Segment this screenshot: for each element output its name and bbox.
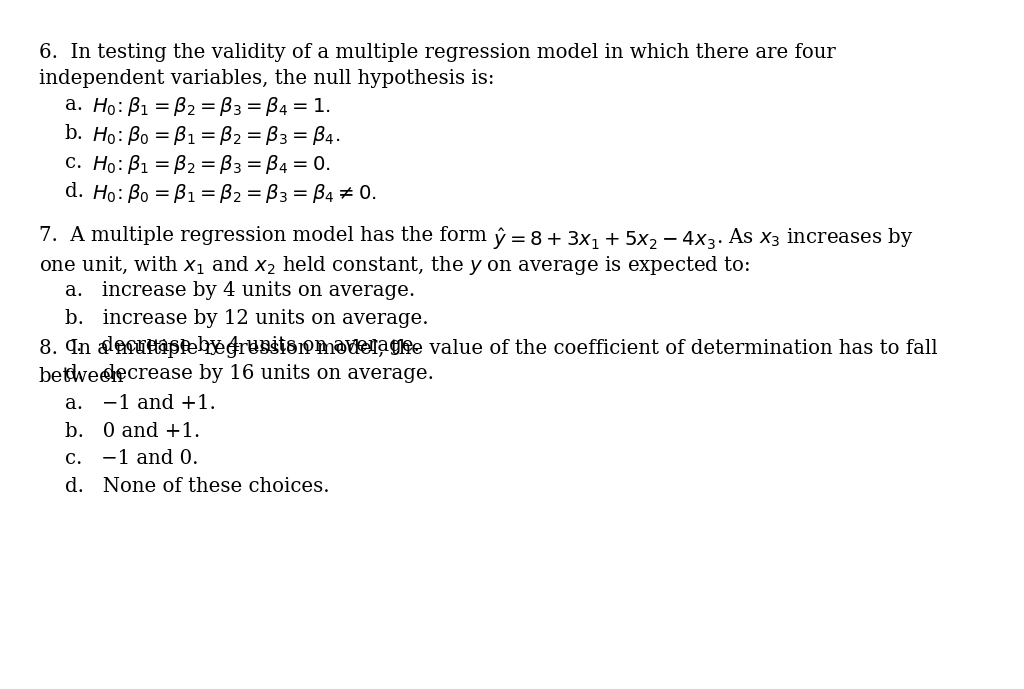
Text: 6.  In testing the validity of a multiple regression model in which there are fo: 6. In testing the validity of a multiple… [39,43,836,62]
Text: d.   decrease by 16 units on average.: d. decrease by 16 units on average. [65,364,433,383]
Text: d.: d. [65,182,84,201]
Text: c.: c. [65,153,82,172]
Text: b.: b. [65,124,84,143]
Text: between: between [39,367,124,386]
Text: b.   0 and +1.: b. 0 and +1. [65,422,200,441]
Text: c.   −1 and 0.: c. −1 and 0. [65,449,198,469]
Text: b.   increase by 12 units on average.: b. increase by 12 units on average. [65,309,428,328]
Text: 8.  In a multiple regression model, the value of the coefficient of determinatio: 8. In a multiple regression model, the v… [39,339,938,358]
Text: a.   −1 and +1.: a. −1 and +1. [65,394,215,413]
Text: one unit, with $x_1$ and $x_2$ held constant, the $y$ on average is expected to:: one unit, with $x_1$ and $x_2$ held cons… [39,254,751,276]
Text: d.   None of these choices.: d. None of these choices. [65,477,329,496]
Text: a.   increase by 4 units on average.: a. increase by 4 units on average. [65,281,415,300]
Text: 7.  A multiple regression model has the form: 7. A multiple regression model has the f… [39,226,493,245]
Text: $H_0\!: \beta_1 = \beta_2 = \beta_3 = \beta_4 = 1.$: $H_0\!: \beta_1 = \beta_2 = \beta_3 = \b… [92,95,331,118]
Text: a.: a. [65,95,83,114]
Text: $H_0\!: \beta_0 = \beta_1 = \beta_2 = \beta_3 = \beta_4.$: $H_0\!: \beta_0 = \beta_1 = \beta_2 = \b… [92,124,340,147]
Text: $\hat{y} = 8 + 3x_1 + 5x_2 - 4x_3$: $\hat{y} = 8 + 3x_1 + 5x_2 - 4x_3$ [493,226,716,252]
Text: $H_0\!: \beta_0 = \beta_1 = \beta_2 = \beta_3 = \beta_4 \neq 0.$: $H_0\!: \beta_0 = \beta_1 = \beta_2 = \b… [92,182,377,205]
Text: c.   decrease by 4 units on average.: c. decrease by 4 units on average. [65,336,420,356]
Text: $H_0\!: \beta_1 = \beta_2 = \beta_3 = \beta_4 = 0.$: $H_0\!: \beta_1 = \beta_2 = \beta_3 = \b… [92,153,331,176]
Text: independent variables, the null hypothesis is:: independent variables, the null hypothes… [39,69,495,88]
Text: . As $x_3$ increases by: . As $x_3$ increases by [716,226,913,249]
